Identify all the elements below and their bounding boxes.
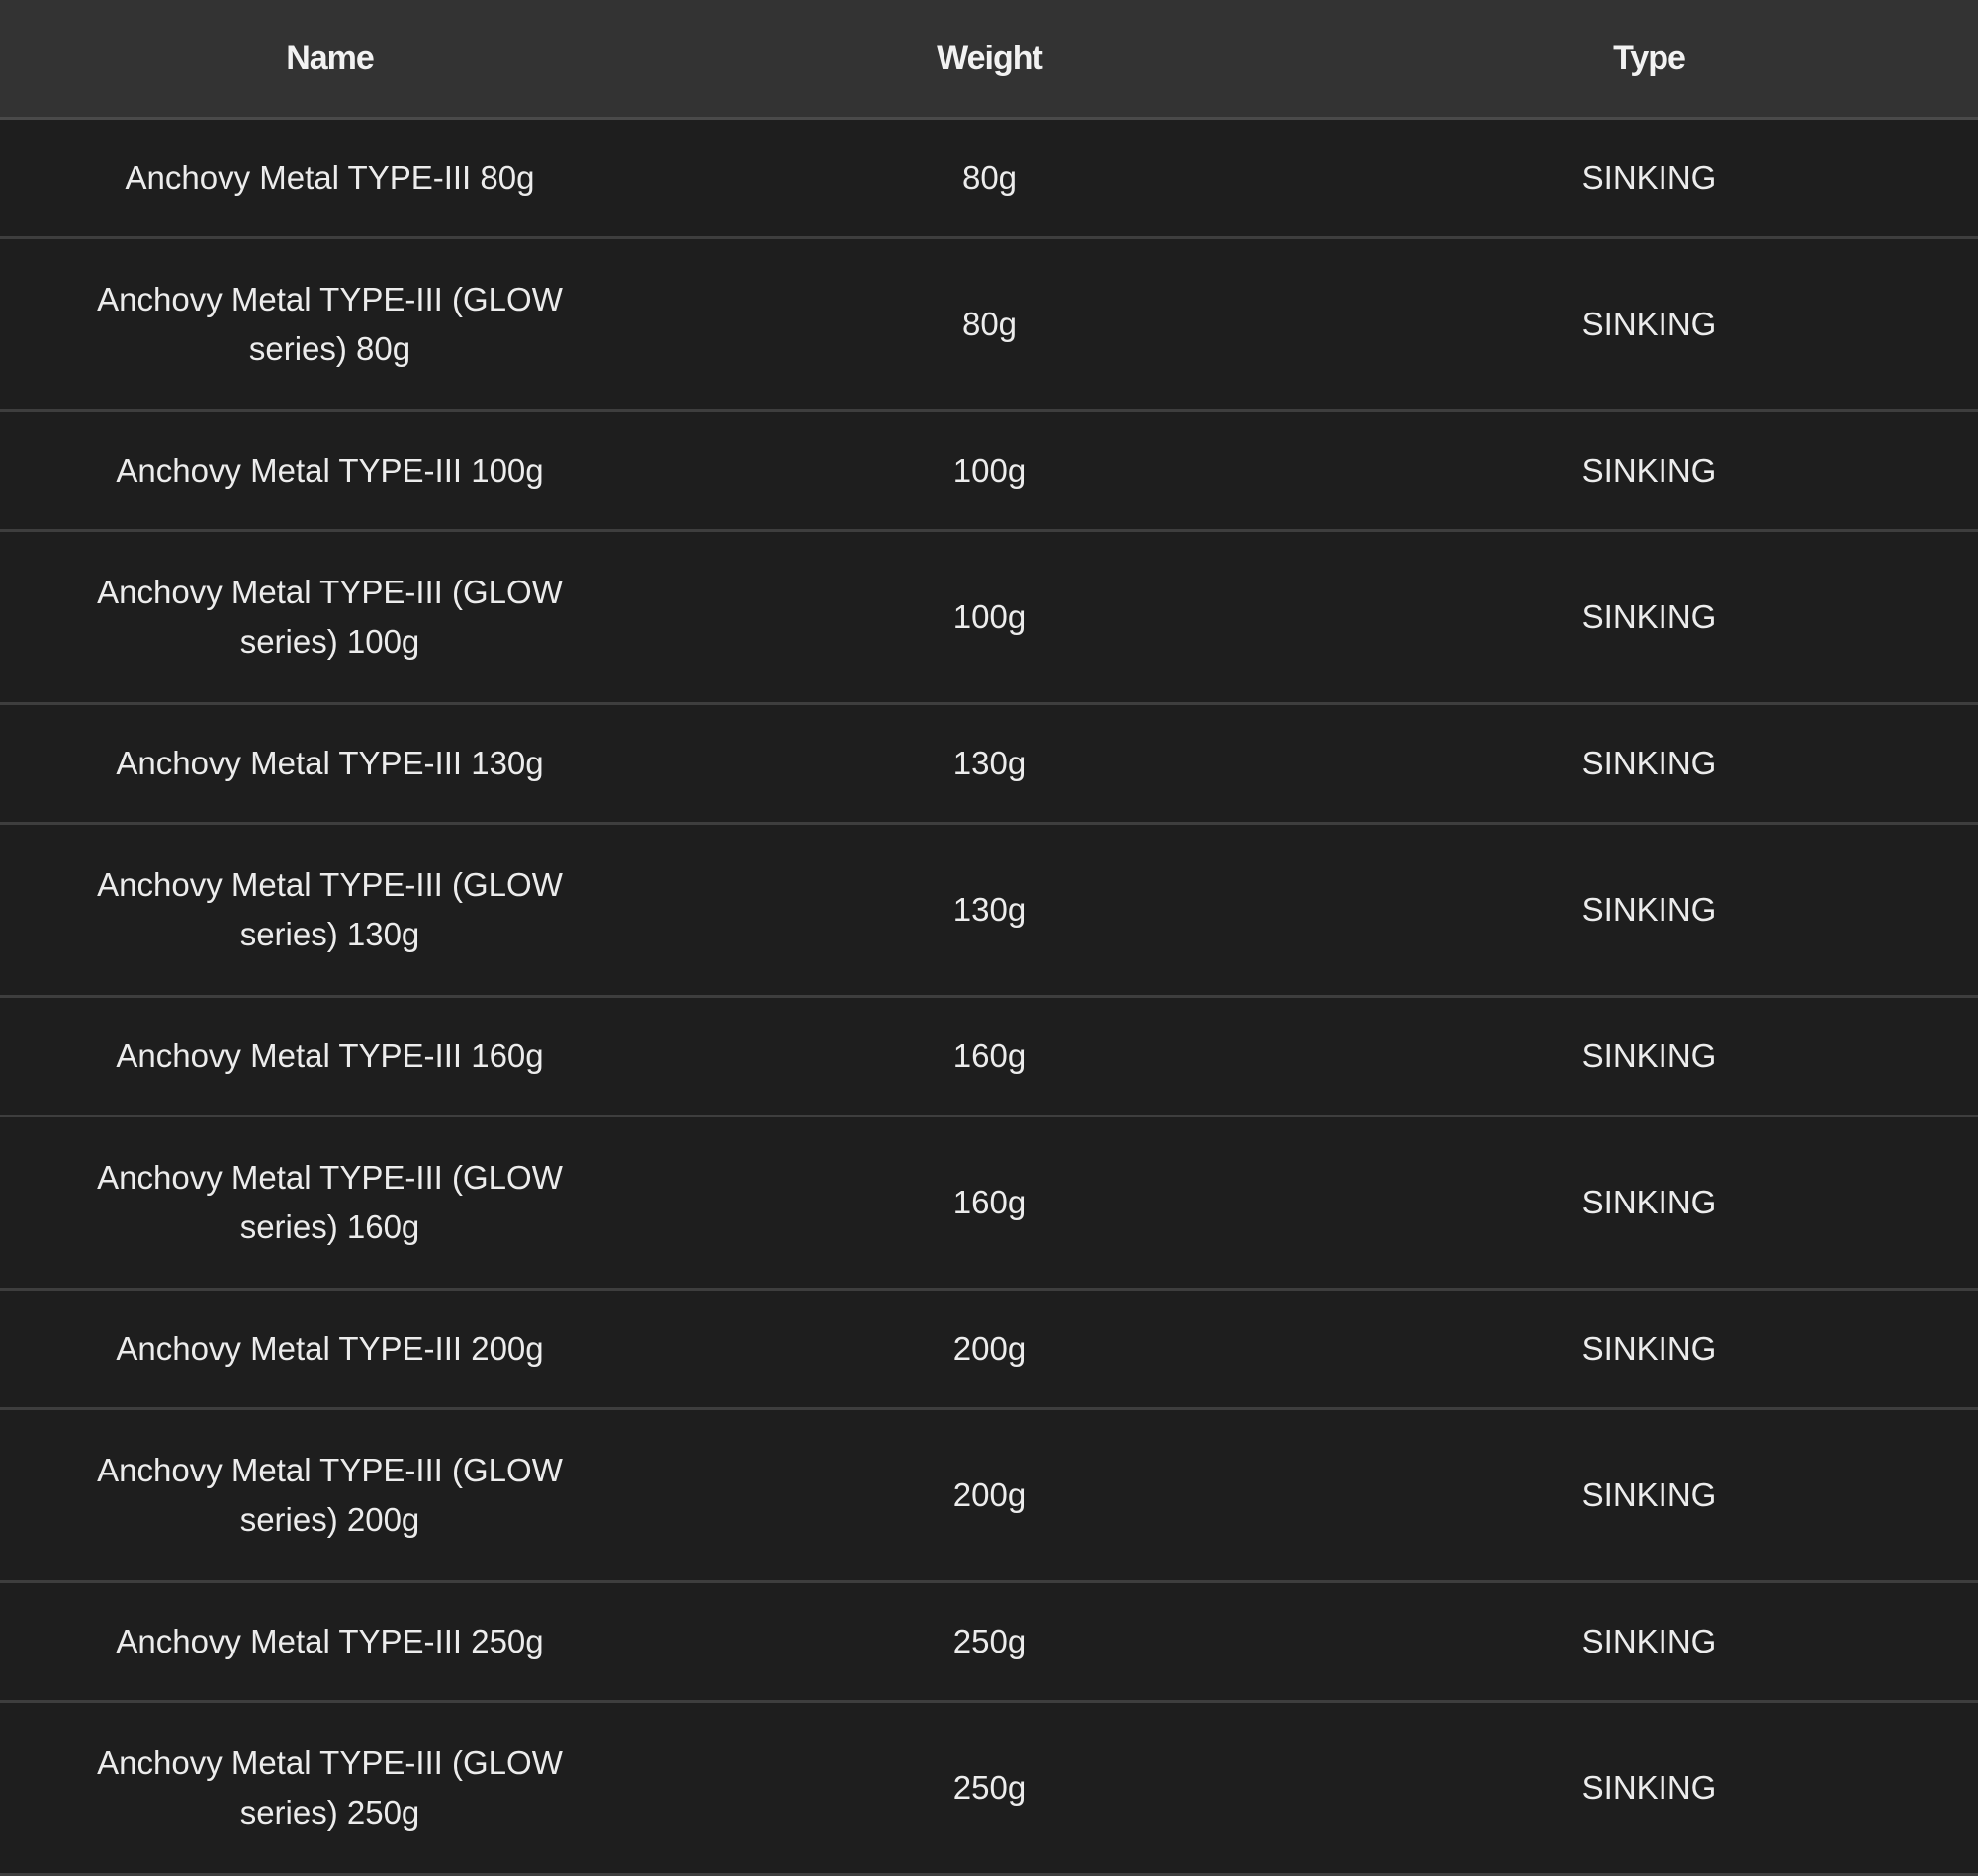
cell-name: Anchovy Metal TYPE-III (GLOW series) 250…	[0, 1701, 660, 1876]
cell-name: Anchovy Metal TYPE-III (GLOW series) 130…	[0, 823, 660, 998]
cell-name: Anchovy Metal TYPE-III (GLOW series) 100…	[0, 530, 660, 705]
product-name: Anchovy Metal TYPE-III (GLOW series) 250…	[97, 1744, 563, 1831]
cell-name: Anchovy Metal TYPE-III (GLOW series) 200…	[0, 1408, 660, 1583]
cell-weight: 250g	[660, 1581, 1319, 1703]
cell-weight: 200g	[660, 1408, 1319, 1583]
cell-name: Anchovy Metal TYPE-III (GLOW series) 80g	[0, 237, 660, 412]
cell-type: SINKING	[1319, 1701, 1978, 1876]
cell-type: SINKING	[1319, 530, 1978, 705]
table-row: Anchovy Metal TYPE-III 200g 200g SINKING	[0, 1289, 1978, 1410]
product-name: Anchovy Metal TYPE-III (GLOW series) 130…	[97, 866, 563, 952]
cell-name: Anchovy Metal TYPE-III 100g	[0, 410, 660, 532]
cell-name: Anchovy Metal TYPE-III 80g	[0, 118, 660, 239]
cell-weight: 250g	[660, 1701, 1319, 1876]
product-name: Anchovy Metal TYPE-III 200g	[116, 1330, 544, 1367]
cell-weight: 160g	[660, 1116, 1319, 1291]
cell-type: SINKING	[1319, 703, 1978, 825]
cell-name: Anchovy Metal TYPE-III 200g	[0, 1289, 660, 1410]
cell-type: SINKING	[1319, 118, 1978, 239]
cell-name: Anchovy Metal TYPE-III 130g	[0, 703, 660, 825]
table-row: Anchovy Metal TYPE-III (GLOW series) 100…	[0, 530, 1978, 705]
table-row: Anchovy Metal TYPE-III (GLOW series) 160…	[0, 1116, 1978, 1291]
cell-type: SINKING	[1319, 823, 1978, 998]
product-name: Anchovy Metal TYPE-III (GLOW series) 160…	[97, 1159, 563, 1245]
product-name: Anchovy Metal TYPE-III 160g	[116, 1037, 544, 1074]
product-name: Anchovy Metal TYPE-III 130g	[116, 745, 544, 781]
table-row: Anchovy Metal TYPE-III 100g 100g SINKING	[0, 410, 1978, 532]
cell-type: SINKING	[1319, 1581, 1978, 1703]
cell-type: SINKING	[1319, 410, 1978, 532]
cell-weight: 80g	[660, 237, 1319, 412]
product-name: Anchovy Metal TYPE-III 80g	[125, 159, 535, 196]
cell-weight: 80g	[660, 118, 1319, 239]
column-header-name: Name	[0, 0, 660, 120]
cell-weight: 160g	[660, 996, 1319, 1117]
cell-type: SINKING	[1319, 1289, 1978, 1410]
table-row: Anchovy Metal TYPE-III 160g 160g SINKING	[0, 996, 1978, 1117]
column-header-type: Type	[1319, 0, 1978, 120]
cell-weight: 130g	[660, 703, 1319, 825]
cell-type: SINKING	[1319, 1116, 1978, 1291]
table-header-row: Name Weight Type	[0, 0, 1978, 120]
cell-weight: 130g	[660, 823, 1319, 998]
cell-type: SINKING	[1319, 1408, 1978, 1583]
product-name: Anchovy Metal TYPE-III (GLOW series) 100…	[97, 574, 563, 660]
table-row: Anchovy Metal TYPE-III (GLOW series) 130…	[0, 823, 1978, 998]
column-header-weight: Weight	[660, 0, 1319, 120]
table-row: Anchovy Metal TYPE-III (GLOW series) 200…	[0, 1408, 1978, 1583]
table-row: Anchovy Metal TYPE-III 250g 250g SINKING	[0, 1581, 1978, 1703]
cell-weight: 200g	[660, 1289, 1319, 1410]
product-name: Anchovy Metal TYPE-III 100g	[116, 452, 544, 489]
table-row: Anchovy Metal TYPE-III 80g 80g SINKING	[0, 118, 1978, 239]
cell-name: Anchovy Metal TYPE-III (GLOW series) 160…	[0, 1116, 660, 1291]
product-name: Anchovy Metal TYPE-III (GLOW series) 80g	[97, 281, 563, 367]
table-row: Anchovy Metal TYPE-III 130g 130g SINKING	[0, 703, 1978, 825]
cell-type: SINKING	[1319, 237, 1978, 412]
cell-type: SINKING	[1319, 996, 1978, 1117]
cell-name: Anchovy Metal TYPE-III 160g	[0, 996, 660, 1117]
cell-weight: 100g	[660, 530, 1319, 705]
product-name: Anchovy Metal TYPE-III (GLOW series) 200…	[97, 1452, 563, 1538]
cell-name: Anchovy Metal TYPE-III 250g	[0, 1581, 660, 1703]
cell-weight: 100g	[660, 410, 1319, 532]
table-row: Anchovy Metal TYPE-III (GLOW series) 80g…	[0, 237, 1978, 412]
product-name: Anchovy Metal TYPE-III 250g	[116, 1623, 544, 1659]
table-row: Anchovy Metal TYPE-III (GLOW series) 250…	[0, 1701, 1978, 1876]
